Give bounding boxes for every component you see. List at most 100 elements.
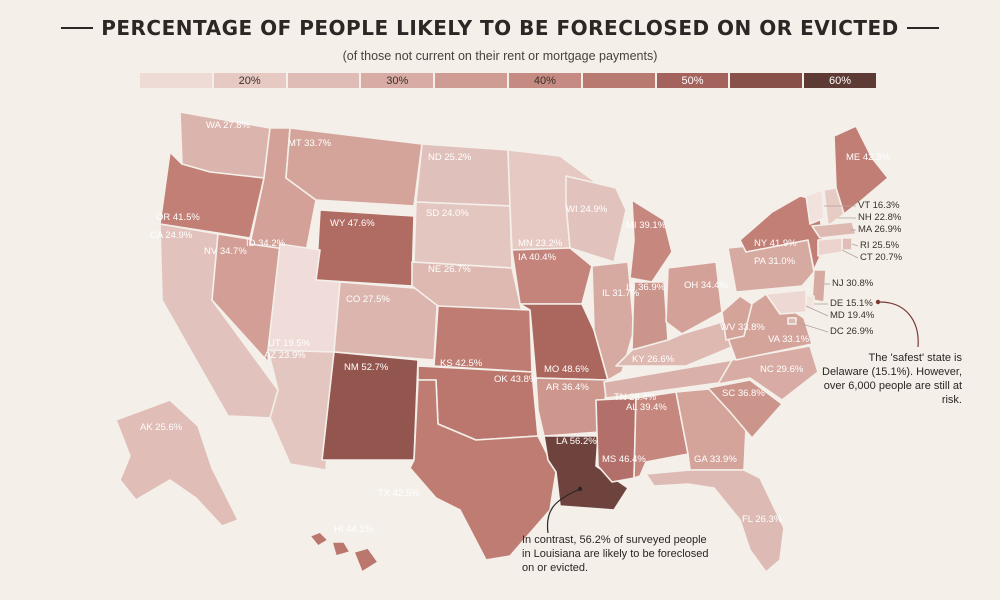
legend-step: 60% <box>804 73 876 88</box>
state-label-ak: AK 25.6% <box>140 422 183 433</box>
state-oh <box>665 261 723 335</box>
state-label-dc: DC 26.9% <box>830 326 874 337</box>
state-dc <box>787 317 797 325</box>
state-label-in: IN 36.9% <box>626 282 666 293</box>
state-label-nd: ND 25.2% <box>428 152 472 163</box>
state-ms <box>595 397 637 483</box>
state-label-ga: GA 33.9% <box>694 454 737 465</box>
state-ma <box>811 221 857 239</box>
legend-step: 20% <box>213 73 286 88</box>
state-label-fl: FL 26.3% <box>742 514 783 525</box>
state-label-pa: PA 31.0% <box>754 256 796 267</box>
state-label-oh: OH 34.4% <box>684 280 728 291</box>
state-label-ky: KY 26.6% <box>632 354 675 365</box>
state-nj <box>811 269 827 303</box>
state-label-ks: KS 42.5% <box>440 358 483 369</box>
state-label-ri: RI 25.5% <box>860 240 900 251</box>
state-label-ca: CA 24.9% <box>150 230 193 241</box>
state-label-sc: SC 36.8% <box>722 388 765 399</box>
legend-step: 40% <box>508 73 581 88</box>
state-label-wa: WA 27.8% <box>206 120 251 131</box>
state-label-mo: MO 48.6% <box>544 364 589 375</box>
title-row: PERCENTAGE OF PEOPLE LIKELY TO BE FORECL… <box>0 16 1000 40</box>
state-label-al: AL 39.4% <box>626 402 667 413</box>
state-label-mi: MI 39.1% <box>626 220 667 231</box>
legend-step <box>140 73 212 88</box>
leader-line-ct <box>841 249 859 259</box>
state-label-vt: VT 16.3% <box>858 200 900 211</box>
state-ky <box>615 321 735 367</box>
state-label-az: AZ 23.9% <box>264 350 306 361</box>
page-title: PERCENTAGE OF PEOPLE LIKELY TO BE FORECL… <box>101 16 899 40</box>
title-dash-left <box>61 27 94 29</box>
legend-step: 30% <box>361 73 434 88</box>
state-label-hi: HI 44.1% <box>334 524 374 535</box>
state-label-tn: TN 28.4% <box>614 392 657 403</box>
louisiana-callout-arrow <box>546 486 583 534</box>
leader-line-ri <box>851 243 859 247</box>
state-label-nc: NC 29.6% <box>760 364 804 375</box>
state-mi <box>629 199 673 283</box>
state-label-va: VA 33.1% <box>768 334 810 345</box>
state-label-la: LA 56.2% <box>556 436 597 447</box>
state-label-ut: UT 19.5% <box>268 338 311 349</box>
state-label-md: MD 19.4% <box>830 310 875 321</box>
state-ri <box>841 237 853 251</box>
state-ar <box>535 377 609 437</box>
state-label-id: ID 34.2% <box>246 238 286 249</box>
state-label-or: OR 41.5% <box>156 212 200 223</box>
louisiana-note: In contrast, 56.2% of surveyed people in… <box>522 534 709 574</box>
state-label-il: IL 31.7% <box>602 288 640 299</box>
state-nh <box>823 187 845 227</box>
state-label-mn: MN 23.2% <box>518 238 563 249</box>
state-label-ct: CT 20.7% <box>860 252 903 263</box>
state-nc <box>717 345 819 401</box>
state-label-ma: MA 26.9% <box>858 224 902 235</box>
color-legend: 20% 30% 40% 50% 60% <box>140 73 876 88</box>
state-tx <box>409 379 557 561</box>
state-label-wi: WI 24.9% <box>566 204 608 215</box>
legend-step: 50% <box>656 73 729 88</box>
state-label-co: CO 27.5% <box>346 294 390 305</box>
state-label-ne: NE 26.7% <box>428 264 471 275</box>
state-ia <box>511 247 593 305</box>
legend-step <box>435 73 507 88</box>
state-md <box>765 289 807 315</box>
state-label-ia: IA 40.4% <box>518 252 557 263</box>
state-label-de: DE 15.1% <box>830 298 873 309</box>
state-label-nm: NM 52.7% <box>344 362 389 373</box>
state-ct <box>817 237 843 257</box>
state-label-nh: NH 22.8% <box>858 212 902 223</box>
state-vt <box>805 189 825 225</box>
state-label-me: ME 42.3% <box>846 152 890 163</box>
state-mt <box>285 127 423 207</box>
leader-line-md <box>805 305 829 317</box>
state-label-sd: SD 24.0% <box>426 208 469 219</box>
state-wv <box>721 295 753 341</box>
state-fl <box>645 469 785 573</box>
state-label-ar: AR 36.4% <box>546 382 589 393</box>
state-label-ok: OK 43.8% <box>494 374 538 385</box>
state-sc <box>707 379 783 439</box>
state-il <box>591 261 635 381</box>
state-label-ny: NY 41.9% <box>754 238 797 249</box>
state-label-nv: NV 34.7% <box>204 246 247 257</box>
state-label-nj: NJ 30.8% <box>832 278 874 289</box>
title-dash-right <box>906 27 939 29</box>
state-label-wv: WV 33.8% <box>720 322 765 333</box>
legend-step <box>582 73 655 88</box>
page-subtitle: (of those not current on their rent or m… <box>342 49 658 63</box>
delaware-note: The 'safest' state is Delaware (15.1%). … <box>822 352 963 406</box>
state-label-wy: WY 47.6% <box>330 218 375 229</box>
delaware-callout-arrow <box>875 299 919 348</box>
state-ak <box>115 399 239 527</box>
leader-line-dc <box>795 321 829 333</box>
state-label-tx: TX 42.5% <box>378 488 420 499</box>
state-label-mt: MT 33.7% <box>288 138 332 149</box>
state-wi <box>565 175 627 263</box>
legend-step <box>287 73 360 88</box>
state-hi <box>309 531 379 573</box>
legend-step <box>730 73 803 88</box>
state-label-ms: MS 46.4% <box>602 454 646 465</box>
